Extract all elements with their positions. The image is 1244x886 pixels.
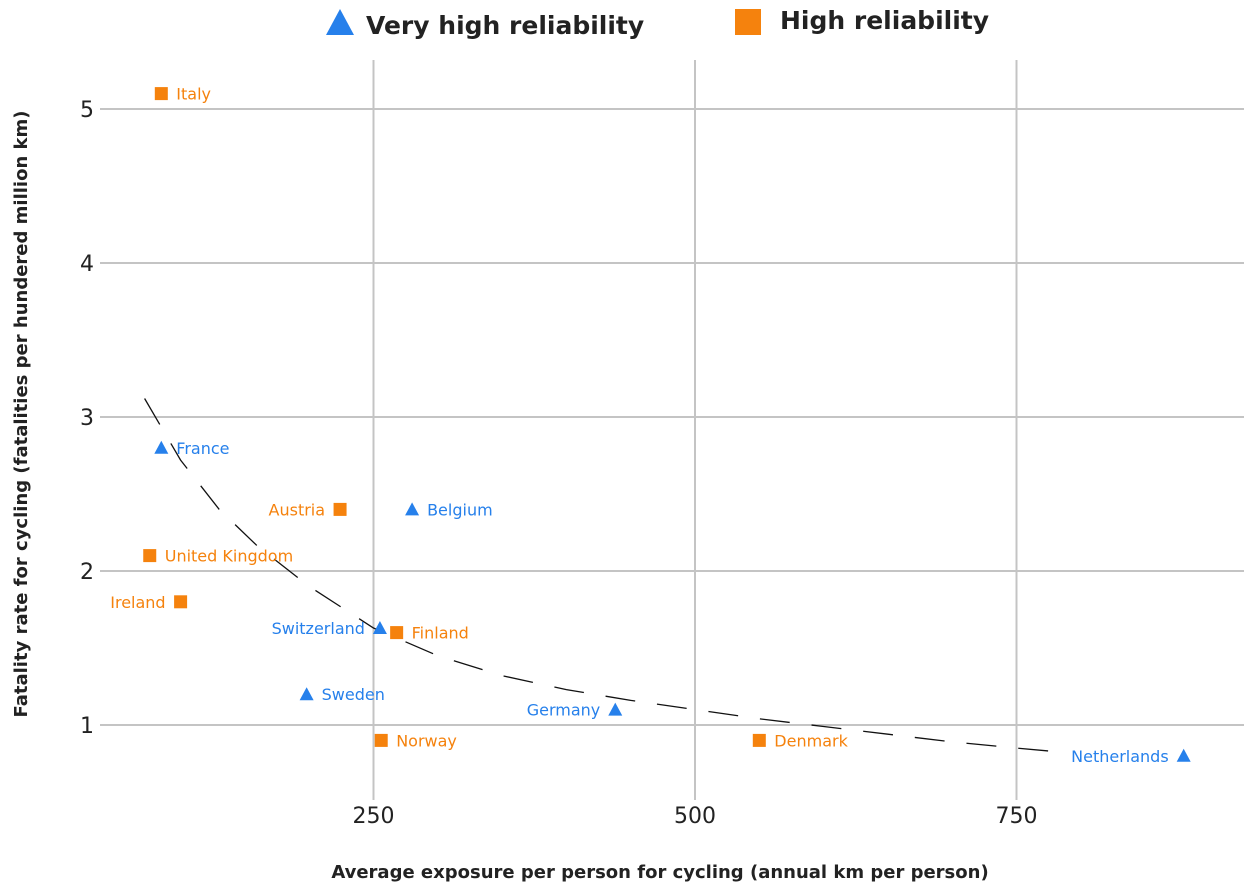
point-label: Sweden <box>322 685 385 704</box>
data-points: France Belgium Switzerland Sweden Germany Net… <box>110 85 1190 766</box>
triangle-point <box>300 687 314 700</box>
legend: Very high reliability High reliability <box>326 6 989 40</box>
y-tick-label: 5 <box>80 98 94 123</box>
legend-square-marker <box>735 9 761 35</box>
point-label: Italy <box>176 85 211 104</box>
point-label: Finland <box>412 624 469 643</box>
trendline <box>145 399 1068 753</box>
point-label: United Kingdom <box>165 547 293 566</box>
legend-triangle-marker <box>326 9 354 35</box>
point-label: Germany <box>527 701 601 720</box>
point-label: France <box>176 439 229 458</box>
point-label: Switzerland <box>272 619 365 638</box>
square-point <box>143 549 156 562</box>
triangle-point <box>608 703 622 716</box>
legend-label-high: High reliability <box>780 6 989 35</box>
y-tick-label: 3 <box>80 406 94 431</box>
triangle-point <box>405 502 419 515</box>
point-label: Belgium <box>427 500 493 519</box>
square-point <box>334 503 347 516</box>
square-point <box>375 734 388 747</box>
point-label: Denmark <box>774 731 848 750</box>
y-tick-label: 2 <box>80 560 94 585</box>
triangle-point <box>1177 749 1191 762</box>
point-label: Netherlands <box>1071 747 1169 766</box>
square-point <box>155 87 168 100</box>
square-point <box>390 626 403 639</box>
legend-label-very-high: Very high reliability <box>366 11 644 40</box>
x-tick-label: 750 <box>996 804 1038 829</box>
gridlines <box>100 60 1244 800</box>
point-label: Austria <box>269 500 326 519</box>
y-tick-label: 1 <box>80 714 94 739</box>
trendline-path <box>145 399 1068 753</box>
y-axis-title: Fatality rate for cycling (fatalities pe… <box>11 110 32 717</box>
triangle-point <box>154 441 168 454</box>
point-label: Ireland <box>110 593 165 612</box>
y-tick-label: 4 <box>80 252 94 277</box>
x-tick-label: 500 <box>674 804 716 829</box>
square-point <box>174 595 187 608</box>
triangle-point <box>373 621 387 634</box>
x-tick-label: 250 <box>353 804 395 829</box>
point-label: Norway <box>396 731 457 750</box>
x-axis-title: Average exposure per person for cycling … <box>331 862 988 883</box>
square-point <box>753 734 766 747</box>
